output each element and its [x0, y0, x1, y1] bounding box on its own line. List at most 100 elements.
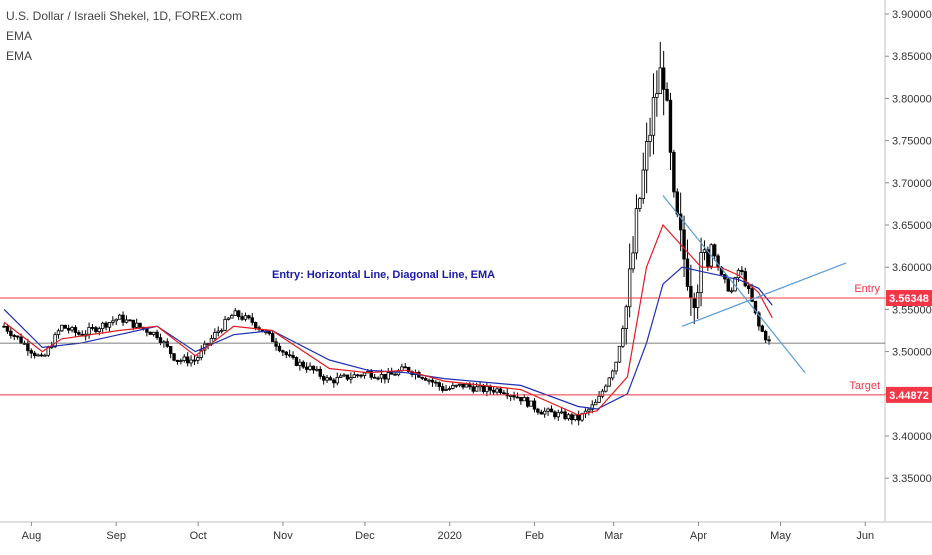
- candle-body: [97, 328, 101, 333]
- candle-body: [291, 355, 295, 358]
- candle-body: [542, 410, 547, 415]
- candle-body: [104, 322, 108, 328]
- candle-body: [546, 408, 550, 412]
- candle-body: [345, 374, 350, 380]
- candle-body: [641, 169, 645, 200]
- candle-body: [189, 359, 193, 364]
- candle-body: [610, 370, 615, 379]
- candle-body: [634, 208, 639, 254]
- x-tick-label: 2020: [437, 530, 461, 542]
- candle-body: [434, 381, 438, 384]
- candle-body: [624, 306, 628, 329]
- level-label-target: Target: [849, 380, 880, 392]
- candle-body: [15, 335, 20, 338]
- candle-body: [39, 354, 44, 357]
- candle-body: [675, 191, 679, 215]
- candle-body: [437, 382, 441, 387]
- candle-body: [192, 359, 197, 362]
- candle-body: [451, 385, 455, 389]
- symbol-title: U.S. Dollar / Israeli Shekel, 1D, FOREX.…: [6, 9, 243, 23]
- candle-body: [529, 400, 533, 407]
- candle-body: [294, 357, 299, 366]
- candle-body: [570, 414, 574, 421]
- candle-body: [175, 359, 180, 362]
- x-tick-label: May: [770, 530, 791, 542]
- candle-body: [430, 379, 435, 383]
- candle-body: [5, 325, 10, 332]
- ema-indicator-label-1[interactable]: EMA: [6, 29, 33, 43]
- candle-body: [131, 319, 135, 328]
- candle-body: [315, 368, 319, 371]
- y-tick-label: 3.90000: [892, 9, 932, 21]
- candle-body: [328, 377, 333, 381]
- candle-body: [468, 383, 472, 388]
- y-tick-label: 3.80000: [892, 93, 932, 105]
- candle-body: [226, 317, 231, 320]
- candle-body: [553, 411, 557, 418]
- candle-body: [155, 331, 159, 339]
- candle-body: [743, 271, 747, 287]
- candle-body: [638, 198, 642, 209]
- candle-body: [107, 322, 112, 328]
- level-price-tag: [886, 290, 932, 307]
- candle-body: [338, 375, 343, 378]
- candle-body: [233, 310, 237, 316]
- candle-body: [362, 372, 367, 377]
- x-tick-label: Aug: [22, 530, 42, 542]
- candle-body: [403, 366, 407, 369]
- candle-body: [87, 327, 91, 335]
- candle-body: [77, 332, 81, 335]
- candle-body: [270, 333, 275, 343]
- x-tick-label: Sep: [106, 530, 126, 542]
- candle-body: [219, 329, 224, 332]
- chart-legend: U.S. Dollar / Israeli Shekel, 1D, FOREX.…: [6, 6, 242, 66]
- candle-body: [383, 374, 387, 380]
- candle-body: [590, 404, 594, 410]
- candle-body: [614, 361, 618, 372]
- candle-body: [444, 389, 448, 391]
- candle-body: [692, 297, 696, 308]
- candle-body: [321, 375, 326, 381]
- candle-body: [760, 325, 764, 332]
- ema-indicator-label-2[interactable]: EMA: [6, 49, 33, 63]
- y-tick-label: 3.55000: [892, 304, 932, 316]
- candle-body: [481, 385, 486, 393]
- candle-body: [148, 331, 152, 335]
- candle-body: [298, 361, 302, 366]
- candle-body: [757, 312, 761, 327]
- candle-body: [471, 386, 475, 392]
- candle-body: [376, 377, 380, 380]
- candle-body: [36, 354, 40, 357]
- candle-body: [121, 314, 125, 323]
- x-tick-label: Feb: [525, 530, 544, 542]
- candle-body: [90, 327, 95, 329]
- candle-body: [461, 383, 465, 388]
- candle-body: [60, 324, 64, 332]
- candle-body: [349, 377, 353, 380]
- candle-body: [604, 385, 608, 392]
- candle-body: [607, 377, 611, 387]
- trendline-2: [681, 262, 847, 327]
- candle-body: [311, 365, 316, 371]
- candle-body: [287, 354, 292, 357]
- candle-body: [162, 341, 166, 344]
- candle-body: [485, 386, 489, 393]
- y-tick-label: 3.75000: [892, 136, 932, 148]
- candle-body: [73, 327, 78, 333]
- level-price-tag-text: 3.44872: [889, 390, 929, 402]
- x-tick-label: Dec: [355, 530, 375, 542]
- ema-fast-line: [3, 223, 773, 416]
- candle-body: [454, 384, 458, 387]
- candle-body: [457, 383, 462, 386]
- candle-body: [369, 371, 373, 378]
- candle-body: [267, 331, 271, 334]
- candle-body: [423, 377, 428, 381]
- candle-body: [19, 336, 23, 344]
- candle-body: [740, 269, 744, 272]
- ema-slow-line: [3, 266, 773, 410]
- candle-body: [495, 388, 499, 393]
- candle-body: [274, 341, 278, 347]
- y-tick-label: 3.40000: [892, 431, 932, 443]
